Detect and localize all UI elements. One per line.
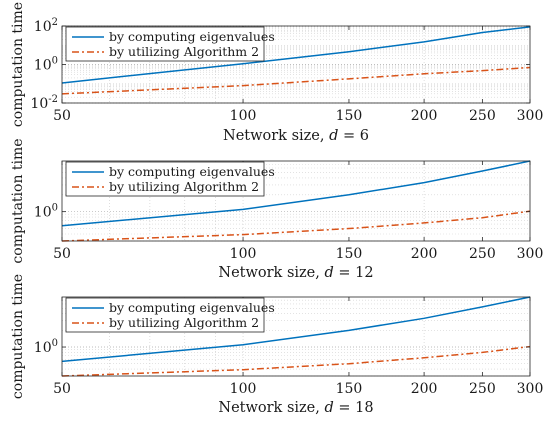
- legend-label-eigenvalues: by computing eigenvalues: [109, 164, 275, 179]
- y-tick-label: 100: [34, 338, 58, 356]
- y-tick-label: 100: [34, 203, 58, 221]
- x-tick-label: 300: [517, 246, 544, 262]
- legend-label-eigenvalues: by computing eigenvalues: [109, 29, 275, 44]
- x-tick-label: 250: [469, 381, 496, 397]
- series-line-algorithm2: [61, 66, 531, 95]
- legend-box: [65, 26, 265, 62]
- x-tick-label: 50: [53, 108, 71, 124]
- x-tick-label: 200: [411, 246, 438, 262]
- x-tick-label: 100: [230, 246, 257, 262]
- x-tick-label: 250: [469, 108, 496, 124]
- legend-label-eigenvalues: by computing eigenvalues: [109, 300, 275, 315]
- x-tick-label: 200: [411, 108, 438, 124]
- x-tick-label: 200: [411, 381, 438, 397]
- x-tick-label: 150: [336, 381, 363, 397]
- y-tick-label: 102: [34, 17, 58, 35]
- x-tick-label: 50: [53, 381, 71, 397]
- chart-panel-1: 50 100 150 200 250 300 10-2 100 102 Network size,…: [10, 2, 543, 144]
- y-tick-label: 10-2: [30, 94, 58, 112]
- x-tick-label: 100: [230, 381, 257, 397]
- series-line-algorithm2: [61, 345, 531, 377]
- y-axis-label: computation time: [10, 138, 26, 263]
- x-tick-label: 300: [517, 381, 544, 397]
- legend-box: [65, 161, 265, 197]
- x-tick-label: 100: [230, 108, 257, 124]
- x-tick-label: 150: [336, 246, 363, 262]
- axes-box: [61, 160, 531, 242]
- x-tick-label: 300: [517, 108, 544, 124]
- legend-box: [65, 297, 265, 333]
- axes-box: [61, 296, 531, 377]
- y-axis-label: computation time: [10, 274, 26, 399]
- y-tick-label: 100: [34, 56, 58, 74]
- grid: [62, 25, 530, 104]
- x-axis-label: Network size, d = 12: [218, 265, 373, 281]
- x-axis-label: Network size, d = 6: [223, 128, 369, 144]
- series-line-eigenvalues: [61, 296, 531, 363]
- x-tick-label: 250: [469, 246, 496, 262]
- x-tick-label: 50: [53, 246, 71, 262]
- chart-panel-3: 50 100 150 200 250 300 100 Network size, d = 18…: [10, 274, 543, 416]
- series-line-eigenvalues: [61, 26, 531, 84]
- x-tick-label: 150: [336, 108, 363, 124]
- legend-label-algorithm2: by utilizing Algorithm 2: [109, 179, 259, 194]
- chart-panel-2: 50 100 150 200 250 300 100 Network size, d = 12…: [10, 138, 543, 281]
- legend-label-algorithm2: by utilizing Algorithm 2: [109, 315, 259, 330]
- y-axis-label: computation time: [10, 2, 26, 127]
- series-line-algorithm2: [61, 210, 531, 242]
- x-axis-label: Network size, d = 18: [218, 400, 373, 416]
- series-line-eigenvalues: [61, 160, 531, 227]
- legend-label-algorithm2: by utilizing Algorithm 2: [109, 44, 259, 59]
